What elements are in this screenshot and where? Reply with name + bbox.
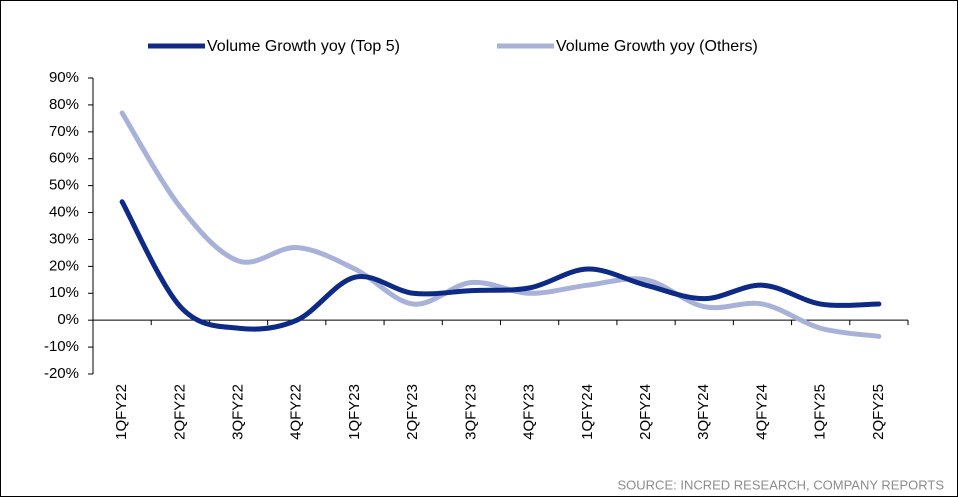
y-tick-label: 60% (49, 150, 79, 167)
y-tick-label: 80% (49, 96, 79, 113)
line-series (119, 199, 882, 332)
x-tick-label: 2QFY22 (171, 384, 188, 440)
y-tick-label: 20% (49, 257, 79, 274)
legend-label: Volume Growth yoy (Others) (556, 38, 758, 55)
x-tick-label: 4QFY23 (521, 384, 538, 440)
y-tick-label: 90% (49, 69, 79, 86)
x-tick-label: 2QFY23 (404, 384, 421, 440)
x-tick-label: 3QFY23 (462, 384, 479, 440)
x-tick-label: 1QFY23 (346, 384, 363, 440)
x-tick-label: 2QFY25 (870, 384, 887, 440)
x-tick-label: 3QFY22 (230, 384, 247, 440)
y-tick-label: 40% (49, 204, 79, 221)
x-tick-label: 1QFY25 (812, 384, 829, 440)
y-tick-label: 50% (49, 177, 79, 194)
y-tick-label: 10% (49, 284, 79, 301)
y-tick-label: -10% (44, 338, 79, 355)
y-tick-label: 70% (49, 123, 79, 140)
x-tick-label: 1QFY22 (113, 384, 130, 440)
legend-label: Volume Growth yoy (Top 5) (207, 38, 400, 55)
x-tick-label: 4QFY24 (753, 384, 770, 440)
line-series (119, 110, 882, 339)
y-tick-label: -20% (44, 365, 79, 382)
x-tick-label: 4QFY22 (288, 384, 305, 440)
x-tick-label: 1QFY24 (579, 384, 596, 440)
y-tick-label: 30% (49, 230, 79, 247)
x-tick-label: 2QFY24 (637, 384, 654, 440)
source-note: SOURCE: INCRED RESEARCH, COMPANY REPORTS (618, 477, 945, 492)
x-tick-label: 3QFY24 (695, 384, 712, 440)
y-tick-label: 0% (57, 311, 79, 328)
